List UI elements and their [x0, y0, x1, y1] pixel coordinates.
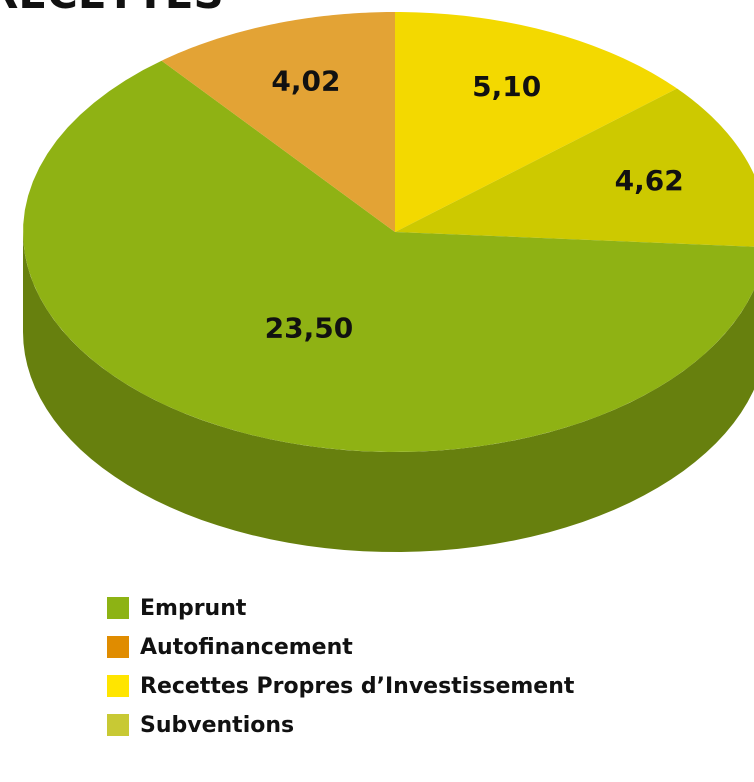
data-label: 4,62	[615, 164, 684, 197]
chart-title: RECETTES	[0, 0, 224, 18]
slice	[23, 60, 754, 452]
legend-swatch	[107, 636, 129, 658]
slice	[161, 12, 395, 232]
legend-label: Emprunt	[140, 596, 247, 621]
legend-label: Autofinancement	[140, 635, 353, 660]
legend-swatch	[107, 597, 129, 619]
legend-label: Subventions	[140, 713, 294, 738]
legend-swatch	[107, 714, 129, 736]
legend-swatch	[107, 675, 129, 697]
slice-side	[23, 232, 754, 552]
data-label: 4,02	[271, 65, 340, 98]
legend-label: Recettes Propres d’Investissement	[140, 674, 575, 699]
slice	[395, 88, 754, 247]
data-label: 23,50	[265, 312, 354, 345]
slice	[395, 12, 678, 232]
data-label: 5,10	[472, 70, 541, 103]
